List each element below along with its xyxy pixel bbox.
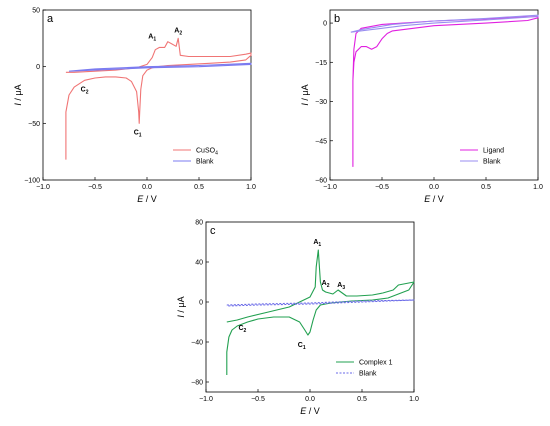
y-tick-label: 80: [195, 220, 203, 227]
peak-label: C2: [238, 325, 246, 334]
y-tick-label: 50: [32, 8, 40, 15]
panel-label: a: [47, 13, 54, 25]
legend-label: CuSO4: [196, 148, 218, 157]
y-tick-label: −45: [315, 138, 327, 145]
panel-label: b: [334, 13, 340, 25]
x-tick-label: 1.0: [246, 184, 256, 191]
peak-label: C1: [298, 342, 306, 351]
plot-frame: [205, 221, 415, 393]
series-line-1: [68, 62, 252, 72]
x-tick-label: −1.0: [199, 396, 213, 403]
series-line-1: [226, 299, 415, 307]
panel-b: −1.0 −0.5 0.0 0.5 1.0 −60 −45 −30 −15 0 E / V I / μ…: [300, 9, 543, 204]
legend-label: Ligand: [483, 148, 504, 155]
y-tick-label: 0: [36, 64, 40, 71]
x-tick-label: 0.5: [194, 184, 204, 191]
x-tick-label: 1.0: [533, 184, 543, 191]
x-tick-label: 1.0: [409, 396, 419, 403]
y-tick-label: −60: [315, 178, 327, 185]
series-line-0: [226, 249, 415, 375]
x-tick-label: −0.5: [88, 184, 102, 191]
panel-a: −1.0 −0.5 0.0 0.5 1.0 −100 −50 0 50 E / V I / μA a A…: [13, 8, 256, 205]
peak-label: A3: [337, 282, 345, 291]
y-tick-label: −100: [24, 178, 40, 185]
x-tick-label: −0.5: [375, 184, 389, 191]
y-tick-label: −50: [28, 121, 40, 128]
x-tick-label: 0.5: [357, 396, 367, 403]
x-tick-label: 0.0: [429, 184, 439, 191]
x-tick-label: 0.0: [305, 396, 315, 403]
y-tick-label: 40: [195, 260, 203, 267]
x-tick-label: −1.0: [323, 184, 337, 191]
plot-frame: [42, 9, 252, 181]
x-axis-label: E / V: [424, 194, 444, 204]
peak-label: A1: [148, 33, 156, 42]
y-axis-label: I / μA: [176, 296, 186, 317]
peak-label: C2: [81, 87, 89, 96]
series-line-0: [352, 15, 539, 167]
y-tick-label: −80: [191, 380, 203, 387]
peak-label: C1: [134, 130, 142, 139]
series-line-1: [350, 14, 539, 33]
panel-label: c: [210, 225, 216, 237]
y-tick-label: −15: [315, 60, 327, 67]
peak-label: A1: [313, 239, 321, 248]
legend-label: Blank: [483, 159, 501, 166]
plot-frame: [329, 9, 539, 181]
x-axis-label: E / V: [137, 194, 157, 204]
y-axis-label: I / μA: [13, 84, 23, 105]
x-tick-label: 0.5: [481, 184, 491, 191]
peak-label: A2: [174, 28, 182, 37]
legend-label: Complex 1: [359, 360, 393, 367]
y-tick-label: −40: [191, 340, 203, 347]
x-tick-label: 0.0: [142, 184, 152, 191]
x-axis-label: E / V: [300, 406, 320, 416]
x-tick-label: −0.5: [251, 396, 265, 403]
y-axis-label: I / μA: [300, 84, 310, 105]
legend-label: Blank: [196, 159, 214, 166]
y-tick-label: 0: [323, 21, 327, 28]
legend-label: Blank: [359, 371, 377, 378]
y-tick-label: −30: [315, 99, 327, 106]
panel-c: −1.0 −0.5 0.0 0.5 1.0 −80 −40 0 40 80 E / V I / μA c…: [176, 220, 419, 417]
y-tick-label: 0: [199, 300, 203, 307]
x-tick-label: −1.0: [36, 184, 50, 191]
series-line-0: [65, 37, 252, 160]
peak-label: A2: [322, 280, 330, 289]
